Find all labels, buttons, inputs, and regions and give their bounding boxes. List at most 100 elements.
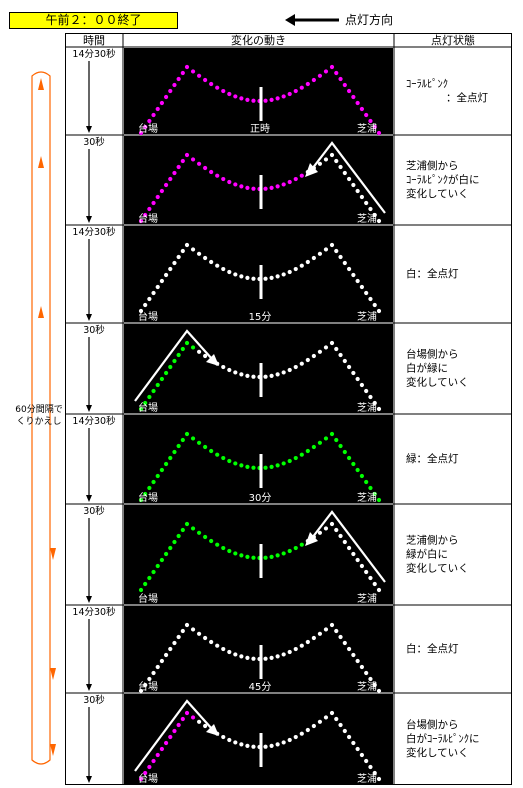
light-dot <box>368 676 373 682</box>
light-dot <box>233 94 238 99</box>
light-dot <box>346 455 352 461</box>
row-time: 30秒 <box>83 324 105 336</box>
table-header: 時間 変化の動き 点灯状態 <box>83 33 475 47</box>
label-odaiba: 台場 <box>138 401 158 414</box>
light-dot <box>323 247 329 252</box>
arrow-head-icon <box>86 495 92 502</box>
light-dot <box>293 545 298 551</box>
label-shibaura: 芝浦 <box>357 592 377 605</box>
status-text: 緑：全点灯 <box>406 452 459 465</box>
light-dot <box>323 526 329 531</box>
light-dot <box>209 448 214 454</box>
light-dot <box>334 346 339 352</box>
light-dot <box>155 382 160 388</box>
light-dot <box>176 254 181 260</box>
title-box: 午前２：００終了 <box>9 12 178 29</box>
light-dot <box>163 551 169 557</box>
light-dot <box>190 69 196 74</box>
light-dot <box>376 218 382 224</box>
center-pillar <box>259 645 263 679</box>
light-dot <box>351 94 356 100</box>
light-dot <box>342 82 347 88</box>
light-dot <box>293 646 298 652</box>
light-dot <box>168 176 173 182</box>
light-dot <box>305 357 310 363</box>
light-dot <box>143 581 148 587</box>
light-dot <box>143 682 148 688</box>
light-dot <box>180 346 185 352</box>
light-dot <box>299 643 304 648</box>
light-dot <box>151 479 156 485</box>
light-dot <box>227 367 232 373</box>
column-header: 変化の動き <box>231 33 286 47</box>
light-dot <box>184 431 190 437</box>
light-dot <box>263 744 268 749</box>
light-dot <box>355 746 360 752</box>
light-dot <box>245 554 250 559</box>
light-dot <box>196 161 202 166</box>
light-dot <box>334 437 339 443</box>
light-dot <box>287 548 292 554</box>
light-panel: 台場 芝浦 <box>124 505 393 605</box>
light-dot <box>251 465 256 470</box>
light-dot <box>215 643 220 648</box>
row-time: 30秒 <box>83 505 105 517</box>
light-dot <box>368 118 373 124</box>
light-dot <box>342 640 347 646</box>
light-dot <box>334 716 339 722</box>
light-dot <box>342 539 347 545</box>
light-dot <box>359 284 365 290</box>
light-dot <box>346 364 352 370</box>
light-dot <box>163 370 169 376</box>
light-dot <box>209 81 214 87</box>
light-dot <box>275 184 280 189</box>
light-dot <box>346 734 352 740</box>
light-dot <box>275 463 280 468</box>
progress-arrow-icon <box>134 699 219 772</box>
light-dot <box>180 158 185 164</box>
light-dot <box>263 465 268 470</box>
light-dot <box>275 372 280 377</box>
light-dot <box>359 752 365 758</box>
light-dot <box>168 364 173 370</box>
light-dot <box>346 88 352 94</box>
light-dot <box>203 255 208 261</box>
arrow-head-icon <box>86 684 92 691</box>
light-dot <box>299 452 304 457</box>
light-dot <box>368 575 373 581</box>
light-dot <box>364 758 369 764</box>
light-dot <box>239 184 244 189</box>
light-dot <box>227 179 232 185</box>
status-text: 緑が白に <box>406 548 448 561</box>
light-dot <box>334 527 339 533</box>
light-dot <box>239 96 244 101</box>
light-dot <box>275 274 280 279</box>
light-dot <box>355 100 360 106</box>
light-dot <box>305 259 310 265</box>
light-dot <box>263 656 268 661</box>
light-dot <box>317 73 323 78</box>
light-dot <box>305 81 310 87</box>
loop-arrow-icon <box>31 71 56 765</box>
light-dot <box>311 353 316 359</box>
light-dot <box>269 275 274 280</box>
light-dot <box>329 152 335 158</box>
center-pillar <box>259 175 263 209</box>
light-dot <box>221 646 226 652</box>
light-dot <box>172 82 177 88</box>
light-dot <box>233 461 238 466</box>
light-dot <box>338 352 343 358</box>
light-dot <box>227 458 232 464</box>
light-dot <box>151 388 156 394</box>
light-dot <box>168 734 173 740</box>
center-pillar <box>259 454 263 488</box>
light-dot <box>180 628 185 634</box>
light-panel: 台場 30分 芝浦 <box>124 415 393 504</box>
light-dot <box>251 374 256 379</box>
light-dot <box>159 188 165 194</box>
status-text: 白が緑に <box>406 362 448 375</box>
light-dot <box>196 530 202 535</box>
light-dot <box>281 182 286 187</box>
